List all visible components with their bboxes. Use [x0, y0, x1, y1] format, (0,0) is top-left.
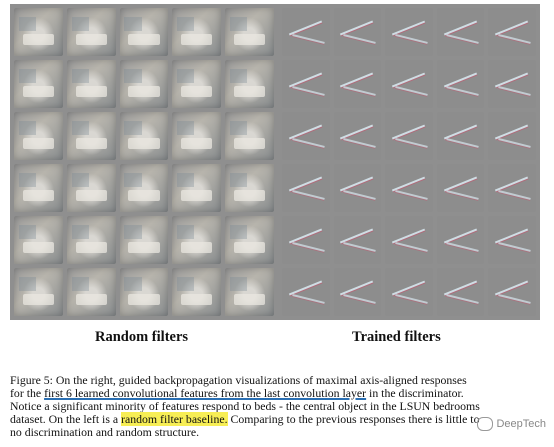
- trained-filter-tile: [282, 216, 330, 264]
- trained-filter-tile: [488, 268, 536, 316]
- random-filter-tile: [172, 8, 222, 56]
- trained-filter-tile: [282, 268, 330, 316]
- random-filter-tile: [66, 112, 116, 160]
- trained-filters-label: Trained filters: [352, 329, 441, 345]
- random-filters-grid: [10, 4, 278, 320]
- trained-filter-tile: [385, 268, 433, 316]
- random-filter-tile: [172, 216, 222, 264]
- trained-filters-grid: [278, 4, 540, 320]
- caption-line-1: Figure 5: On the right, guided backpropa…: [10, 373, 467, 387]
- trained-filter-tile: [333, 164, 382, 212]
- trained-filter-tile: [385, 216, 433, 264]
- trained-filter-tile: [436, 112, 485, 160]
- random-filter-tile: [225, 216, 274, 264]
- random-filter-tile: [225, 164, 274, 212]
- random-filter-tile: [225, 268, 274, 316]
- wechat-icon: [477, 417, 494, 431]
- random-filter-tile: [119, 112, 169, 160]
- caption-text: dataset. On the left is a: [10, 412, 122, 426]
- random-filter-tile: [119, 268, 169, 316]
- trained-filter-tile: [282, 8, 330, 56]
- random-filter-tile: [119, 60, 169, 108]
- random-filter-tile: [225, 8, 274, 56]
- highlighted-phrase: random filter baseline.: [121, 412, 228, 426]
- trained-filter-tile: [436, 8, 485, 56]
- caption-line-5: no discrimination and random structure.: [10, 425, 200, 439]
- watermark: DeepTech: [477, 417, 546, 431]
- random-filter-tile: [119, 8, 169, 56]
- trained-filter-tile: [488, 216, 536, 264]
- trained-filter-tile: [385, 60, 433, 108]
- trained-filter-tile: [333, 216, 382, 264]
- random-filter-tile: [172, 164, 222, 212]
- trained-filter-tile: [333, 8, 382, 56]
- trained-filter-tile: [282, 60, 330, 108]
- caption-text: for the: [10, 386, 45, 400]
- random-filter-tile: [119, 216, 169, 264]
- random-filter-tile: [172, 268, 222, 316]
- random-filter-tile: [14, 268, 63, 316]
- trained-filter-tile: [436, 164, 485, 212]
- trained-filter-tile: [385, 8, 433, 56]
- trained-filter-tile: [333, 112, 382, 160]
- random-filter-tile: [14, 164, 63, 212]
- random-filter-tile: [172, 60, 222, 108]
- random-filter-tile: [14, 8, 63, 56]
- random-filter-tile: [119, 164, 169, 212]
- random-filter-tile: [66, 8, 116, 56]
- trained-filter-tile: [488, 164, 536, 212]
- underlined-phrase: first 6 learned convolutional features f…: [44, 386, 367, 400]
- trained-filter-tile: [436, 60, 485, 108]
- caption-text: Comparing to the previous responses ther…: [227, 412, 480, 426]
- random-filter-tile: [66, 164, 116, 212]
- trained-filter-tile: [282, 112, 330, 160]
- trained-filter-tile: [282, 164, 330, 212]
- caption-line-2: for the first 6 learned convolutional fe…: [10, 387, 543, 400]
- caption-line-4: dataset. On the left is a random filter …: [10, 412, 543, 426]
- trained-filter-tile: [488, 60, 536, 108]
- trained-filter-tile: [333, 268, 382, 316]
- trained-filter-tile: [385, 112, 433, 160]
- watermark-text: DeepTech: [496, 418, 546, 430]
- trained-filter-tile: [488, 8, 536, 56]
- trained-filter-tile: [385, 164, 433, 212]
- caption-text: in the discriminator.: [366, 386, 464, 400]
- random-filter-tile: [14, 216, 63, 264]
- caption-line-3: Notice a significant minority of feature…: [10, 399, 480, 413]
- trained-filter-tile: [436, 216, 485, 264]
- random-filter-tile: [66, 60, 116, 108]
- trained-filter-tile: [488, 112, 536, 160]
- random-filter-tile: [14, 60, 63, 108]
- figure-image: [10, 4, 540, 320]
- random-filter-tile: [66, 216, 116, 264]
- random-filter-tile: [225, 60, 274, 108]
- figure-caption: Figure 5: On the right, guided backpropa…: [10, 374, 543, 439]
- random-filters-label: Random filters: [95, 329, 189, 345]
- random-filter-tile: [172, 112, 222, 160]
- random-filter-tile: [225, 112, 274, 160]
- trained-filter-tile: [436, 268, 485, 316]
- random-filter-tile: [14, 112, 63, 160]
- trained-filter-tile: [333, 60, 382, 108]
- random-filter-tile: [66, 268, 116, 316]
